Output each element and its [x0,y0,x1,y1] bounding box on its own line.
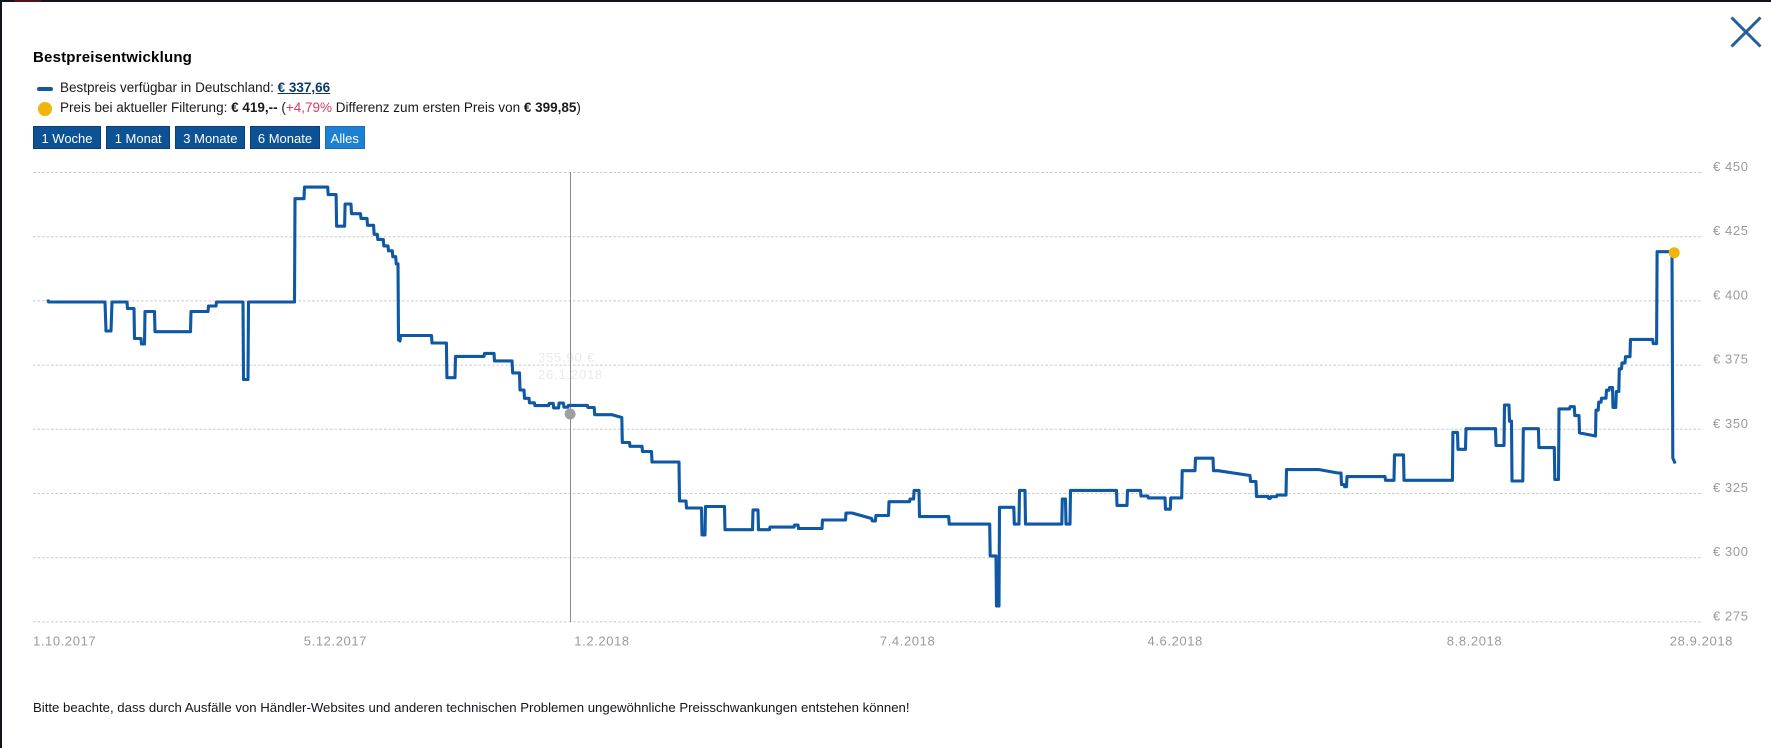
svg-text:1.2.2018: 1.2.2018 [574,634,629,649]
svg-text:€ 350: € 350 [1713,416,1749,431]
svg-text:€ 375: € 375 [1713,352,1749,367]
svg-text:4.6.2018: 4.6.2018 [1147,634,1202,649]
svg-text:€ 425: € 425 [1713,223,1749,238]
svg-text:28.9.2018: 28.9.2018 [1670,634,1733,649]
svg-text:7.4.2018: 7.4.2018 [880,634,935,649]
svg-text:€ 450: € 450 [1713,159,1749,174]
svg-text:€ 275: € 275 [1713,608,1749,623]
svg-text:€ 300: € 300 [1713,544,1749,559]
svg-text:8.8.2018: 8.8.2018 [1447,634,1502,649]
svg-text:1.10.2017: 1.10.2017 [33,634,96,649]
svg-text:5.12.2017: 5.12.2017 [304,634,367,649]
svg-text:€ 400: € 400 [1713,287,1749,302]
svg-text:€ 325: € 325 [1713,480,1749,495]
